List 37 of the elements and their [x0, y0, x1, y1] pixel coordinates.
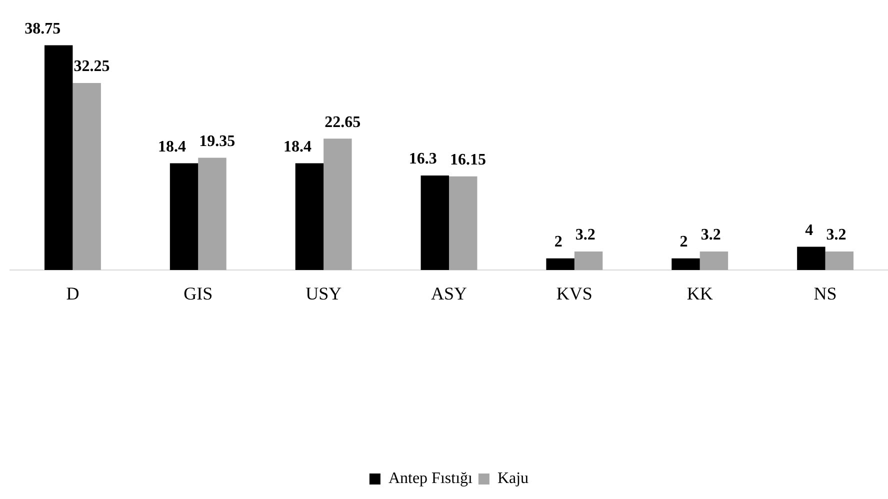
bar	[72, 82, 101, 270]
x-tick-label: KVS	[556, 284, 592, 304]
data-label: 3.2	[826, 226, 846, 244]
bar	[825, 251, 854, 270]
data-label: 2	[554, 234, 562, 251]
x-tick-label: KK	[686, 284, 713, 304]
data-label: 19.35	[199, 132, 236, 150]
bar	[449, 176, 478, 270]
data-label: 3.2	[575, 226, 596, 244]
bar	[170, 163, 198, 270]
bar	[546, 258, 574, 270]
bar	[420, 175, 449, 270]
data-label: 32.25	[74, 58, 110, 76]
data-label: 4	[805, 222, 814, 239]
data-label: 2	[680, 234, 688, 251]
legend-label: Kaju	[497, 470, 529, 488]
bar	[44, 45, 73, 270]
data-label: 22.65	[324, 114, 361, 131]
x-tick-label: D	[66, 284, 80, 304]
data-label: 16.3	[408, 150, 437, 168]
data-label: 3.2	[700, 226, 721, 244]
data-label: 18.4	[158, 138, 186, 156]
bar	[324, 138, 352, 270]
bar	[198, 158, 226, 270]
x-tick-label: ASY	[430, 284, 468, 304]
x-tick-label: GIS	[184, 284, 213, 304]
x-tick-label: USY	[306, 284, 342, 304]
bar	[672, 258, 700, 270]
data-label: 38.75	[24, 20, 61, 38]
legend-label: Antep Fıstığı	[388, 470, 474, 488]
x-tick-label: NS	[814, 284, 837, 304]
bar	[700, 251, 728, 270]
bar	[295, 163, 324, 270]
data-label: 18.4	[283, 138, 312, 156]
bar	[574, 251, 603, 270]
data-label: 16.15	[450, 151, 486, 168]
bar	[797, 246, 826, 270]
